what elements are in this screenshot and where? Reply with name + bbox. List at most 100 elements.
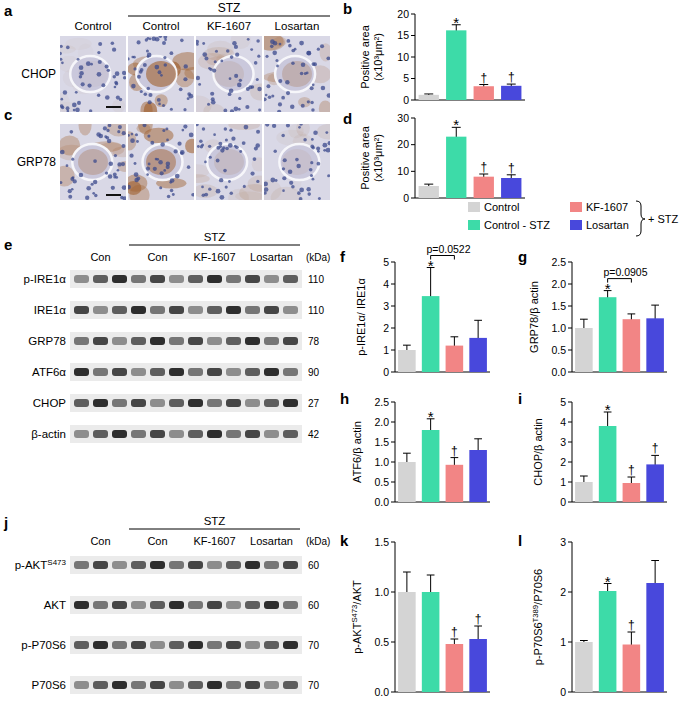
blot-strip (70, 425, 302, 443)
y-tick-label: 0 (560, 496, 566, 508)
significance-mark: † (508, 161, 515, 175)
bar (446, 465, 464, 502)
lane-group-label: Con (147, 535, 167, 547)
panel-letter: b (343, 0, 352, 17)
y-tick-label: 2 (383, 322, 389, 334)
header-line (129, 245, 300, 246)
bracket (431, 256, 455, 260)
nucleus (327, 141, 330, 145)
bar (501, 178, 521, 198)
y-label: p-P70S6T389/P70S6 (531, 569, 545, 665)
legend-label: Control (484, 201, 519, 213)
row-label: IRE1α (34, 304, 67, 316)
band (207, 681, 222, 689)
label-part: p-IRE1α/ IRE1α (355, 278, 367, 356)
nucleus (117, 162, 121, 166)
significance-mark: * (605, 573, 611, 590)
y-tick-label: 3 (560, 436, 566, 448)
y-tick-label: 2.0 (374, 416, 389, 428)
nucleus (264, 187, 268, 192)
nucleus (163, 36, 167, 39)
nucleus (278, 79, 282, 83)
nucleus (322, 143, 327, 148)
band (264, 601, 279, 609)
y-tick (411, 14, 415, 15)
y-axis (572, 262, 573, 372)
nucleus (243, 185, 246, 188)
band (112, 430, 127, 438)
bar (575, 642, 593, 692)
stain (79, 124, 92, 135)
row-label: GRP78 (28, 335, 66, 347)
stain (252, 157, 262, 171)
nucleus (230, 55, 234, 59)
band (74, 399, 89, 407)
stain (107, 124, 126, 136)
band (150, 430, 165, 438)
y-tick (568, 284, 572, 285)
nucleus (143, 63, 147, 67)
nucleus (134, 162, 137, 165)
band (112, 275, 127, 283)
y-tick (568, 592, 572, 593)
y-tick (391, 502, 395, 503)
nucleus (278, 102, 282, 106)
nucleus (208, 145, 211, 148)
nucleus (131, 133, 134, 136)
group-header: STZ (204, 231, 226, 243)
nucleus (235, 53, 239, 57)
nucleus (242, 141, 246, 145)
nucleus (291, 185, 295, 189)
band (150, 399, 165, 407)
y-tick (391, 482, 395, 483)
bar (398, 462, 416, 502)
band (283, 368, 298, 376)
band (150, 337, 165, 345)
nucleus (226, 49, 230, 53)
stain (196, 95, 212, 112)
nucleus (140, 68, 144, 72)
y-tick (568, 350, 572, 351)
band (93, 430, 108, 438)
band (93, 275, 108, 283)
kda-label: 70 (308, 680, 320, 691)
band (74, 430, 89, 438)
nucleus (218, 142, 222, 146)
band (112, 601, 127, 609)
column-label: KF-1607 (207, 20, 251, 32)
nucleus (198, 83, 201, 86)
nucleus (128, 134, 130, 137)
band (207, 399, 222, 407)
nucleus (228, 143, 233, 148)
label-part: /AKT (351, 580, 363, 605)
nucleus (122, 196, 126, 200)
nucleus (97, 72, 102, 77)
nucleus (164, 63, 168, 67)
band (131, 641, 146, 649)
nucleus (225, 139, 228, 142)
y-label: Positive area(x10³μm²) (359, 125, 384, 189)
nucleus (270, 178, 275, 183)
y-label-line: (x10³μm²) (372, 33, 384, 81)
y-tick (391, 284, 395, 285)
y-tick-label: 1.0 (374, 586, 389, 598)
nucleus (147, 87, 151, 91)
stain (319, 100, 330, 112)
band (112, 681, 127, 689)
nucleus (106, 129, 109, 132)
y-label: ATF6/β actin (351, 421, 363, 483)
nucleus (105, 95, 110, 100)
nucleus (148, 100, 152, 104)
row-label: CHOP (21, 67, 56, 81)
nucleus (250, 171, 254, 175)
nucleus (122, 71, 126, 75)
band (207, 368, 222, 376)
micrograph (60, 36, 126, 112)
band (169, 561, 184, 569)
nucleus (145, 38, 148, 41)
nucleus (101, 83, 105, 87)
nucleus (245, 105, 249, 109)
legend-brace (636, 201, 645, 236)
nucleus (201, 186, 204, 189)
nucleus (204, 161, 207, 164)
